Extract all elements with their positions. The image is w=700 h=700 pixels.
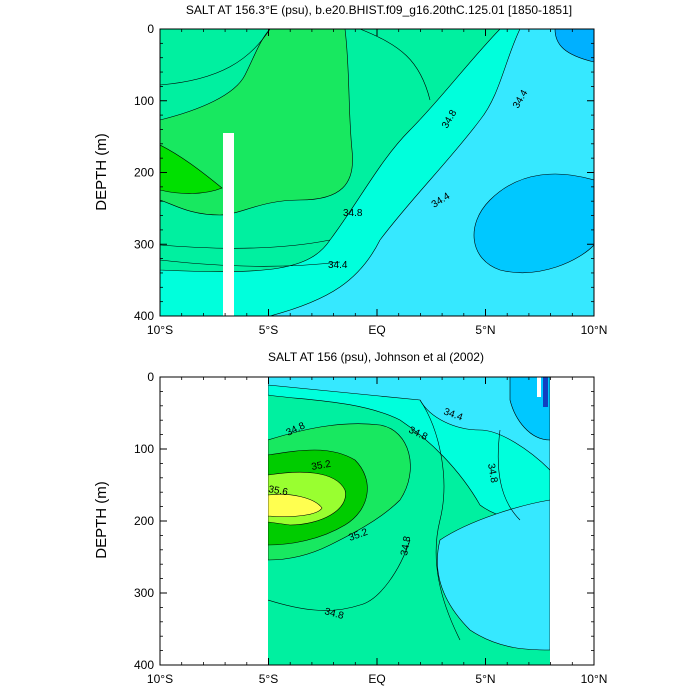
contour-label: 34.8 xyxy=(485,463,499,485)
x-tick-label: 10°S xyxy=(147,323,173,337)
contour-region xyxy=(160,144,223,194)
contour-region xyxy=(268,493,323,517)
x-axis: 10°S 5°S EQ 5°N 10°N xyxy=(147,377,607,686)
y-tick-label: 400 xyxy=(134,309,154,323)
x-tick-label: EQ xyxy=(368,323,385,337)
y-tick-label: 0 xyxy=(147,22,154,36)
y-tick-label: 200 xyxy=(134,514,154,528)
contour-label: 34.4 xyxy=(328,260,348,271)
y-tick-label: 100 xyxy=(134,94,154,108)
observation-panel: SALT AT 156 (psu), Johnson et al (2002) xyxy=(93,350,607,686)
y-tick-label: 100 xyxy=(134,442,154,456)
chart-title: SALT AT 156.3°E (psu), b.e20.BHIST.f09_g… xyxy=(186,3,572,17)
contour-region xyxy=(160,29,353,216)
contour-line xyxy=(268,539,411,611)
contour-fill xyxy=(268,377,550,665)
contour-line xyxy=(497,429,521,521)
y-axis: 0 100 200 300 400 xyxy=(134,370,594,672)
y-tick-label: 200 xyxy=(134,166,154,180)
contour-label: 35.6 xyxy=(267,484,289,498)
contour-line xyxy=(160,29,271,86)
x-tick-label: 5°N xyxy=(475,323,495,337)
contour-label: 34.8 xyxy=(323,606,345,622)
contour-label: 35.2 xyxy=(311,459,333,473)
x-tick-label: 5°S xyxy=(259,672,278,686)
chart-title: SALT AT 156 (psu), Johnson et al (2002) xyxy=(268,350,484,364)
x-tick-label: 5°N xyxy=(475,672,495,686)
missing-data-column xyxy=(223,133,234,316)
x-tick-label: 10°N xyxy=(581,672,608,686)
y-axis-label: DEPTH (m) xyxy=(93,481,110,559)
x-axis: 10°S 5°S EQ 5°N 10°N xyxy=(147,29,607,337)
x-tick-label: 5°S xyxy=(259,323,278,337)
contour-region xyxy=(543,377,548,407)
contour-region xyxy=(268,377,550,471)
contour-region xyxy=(473,173,594,273)
contour-line xyxy=(419,399,461,641)
contour-fill xyxy=(160,29,594,316)
contour-label: 34.8 xyxy=(343,208,363,219)
y-tick-label: 0 xyxy=(147,370,154,384)
x-tick-label: EQ xyxy=(368,672,385,686)
y-tick-label: 300 xyxy=(134,237,154,251)
x-tick-label: 10°N xyxy=(581,323,608,337)
y-axis: 0 100 200 300 400 xyxy=(134,22,594,323)
model-panel: SALT AT 156.3°E (psu), b.e20.BHIST.f09_g… xyxy=(93,3,607,337)
contour-line xyxy=(160,239,331,249)
missing-data-column xyxy=(537,377,541,397)
y-tick-label: 300 xyxy=(134,586,154,600)
y-tick-label: 400 xyxy=(134,658,154,672)
contour-label: 34.8 xyxy=(399,535,413,557)
y-axis-label: DEPTH (m) xyxy=(93,133,110,211)
contour-line xyxy=(160,259,341,267)
x-tick-label: 10°S xyxy=(147,672,173,686)
contour-line xyxy=(359,29,431,101)
contour-region xyxy=(437,499,550,651)
